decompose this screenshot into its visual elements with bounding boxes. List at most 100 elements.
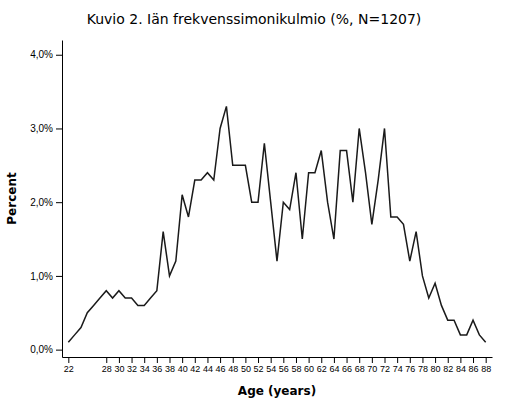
x-tick: 56 (279, 357, 289, 374)
x-tick-mark (460, 357, 461, 363)
x-tick: 44 (203, 357, 213, 374)
x-tick-mark (473, 357, 474, 363)
x-tick-mark (195, 357, 196, 363)
x-tick-label: 70 (367, 364, 377, 374)
x-axis-title: Age (years) (238, 384, 316, 398)
x-tick: 48 (228, 357, 238, 374)
marks (68, 106, 485, 342)
x-tick-mark (309, 357, 310, 363)
x-tick-label: 34 (140, 364, 150, 374)
x-tick-label: 84 (456, 364, 466, 374)
x-axis-line (63, 357, 493, 358)
y-tick-mark (56, 55, 62, 56)
x-tick-label: 64 (329, 364, 339, 374)
x-tick-label: 48 (228, 364, 238, 374)
x-tick: 88 (481, 357, 491, 374)
y-tick-label: 3,0% (30, 123, 53, 134)
x-tick: 46 (216, 357, 226, 374)
x-tick-label: 40 (178, 364, 188, 374)
y-tick: 2,0% (30, 197, 62, 208)
x-tick-mark (435, 357, 436, 363)
x-tick-mark (296, 357, 297, 363)
x-tick: 86 (469, 357, 479, 374)
x-tick: 62 (317, 357, 327, 374)
x-tick: 80 (431, 357, 441, 374)
y-tick-mark (56, 276, 62, 277)
x-tick-label: 72 (380, 364, 390, 374)
x-tick-label: 68 (355, 364, 365, 374)
x-tick-label: 82 (443, 364, 453, 374)
x-tick: 58 (291, 357, 301, 374)
x-tick: 72 (380, 357, 390, 374)
x-tick-label: 28 (102, 364, 112, 374)
title: Kuvio 2. Iän frekvenssimonikulmio (%, N=… (87, 11, 422, 27)
x-tick-mark (144, 357, 145, 363)
x-tick: 68 (355, 357, 365, 374)
x-tick-mark (397, 357, 398, 363)
y-tick-mark (56, 128, 62, 129)
x-tick-label: 88 (481, 364, 491, 374)
x-tick: 64 (329, 357, 339, 374)
x-tick-label: 74 (393, 364, 403, 374)
x-tick-label: 58 (291, 364, 301, 374)
x-tick-label: 50 (241, 364, 251, 374)
x-tick-mark (372, 357, 373, 363)
x-tick-mark (68, 357, 69, 363)
x-tick-label: 30 (114, 364, 124, 374)
x-tick-mark (385, 357, 386, 363)
x-tick: 42 (190, 357, 200, 374)
x-tick-mark (486, 357, 487, 363)
x-tick-label: 22 (64, 364, 74, 374)
x-tick: 36 (152, 357, 162, 374)
y-tick: 3,0% (30, 123, 62, 134)
x-tick: 70 (367, 357, 377, 374)
y-tick-mark (56, 202, 62, 203)
x-tick-mark (448, 357, 449, 363)
x-tick: 74 (393, 357, 403, 374)
x-tick: 32 (127, 357, 137, 374)
x-tick-label: 36 (152, 364, 162, 374)
x-tick: 60 (304, 357, 314, 374)
x-tick-label: 78 (418, 364, 428, 374)
x-tick: 50 (241, 357, 251, 374)
x-tick-mark (132, 357, 133, 363)
x-axis: 2228303234363840424446485052545658606264… (63, 357, 493, 374)
x-tick: 66 (342, 357, 352, 374)
x-tick-mark (233, 357, 234, 363)
x-tick-mark (245, 357, 246, 363)
x-tick-mark (220, 357, 221, 363)
y-tick-label: 2,0% (30, 197, 53, 208)
x-tick-label: 32 (127, 364, 137, 374)
x-tick: 40 (178, 357, 188, 374)
x-tick: 28 (102, 357, 112, 374)
x-tick-mark (258, 357, 259, 363)
x-tick: 78 (418, 357, 428, 374)
x-tick: 54 (266, 357, 276, 374)
x-tick-mark (410, 357, 411, 363)
y-tick: 0,0% (30, 344, 62, 355)
x-tick-label: 80 (431, 364, 441, 374)
x-tick-label: 60 (304, 364, 314, 374)
x-tick-mark (334, 357, 335, 363)
y-axis: 0,0% 1,0% 2,0% 3,0% 4,0% (30, 41, 62, 358)
x-tick-mark (422, 357, 423, 363)
y-tick-mark (56, 350, 62, 351)
x-tick-mark (207, 357, 208, 363)
x-tick-label: 56 (279, 364, 289, 374)
x-tick-label: 76 (405, 364, 415, 374)
y-tick: 1,0% (30, 271, 62, 282)
x-tick-label: 44 (203, 364, 213, 374)
x-tick-label: 54 (266, 364, 276, 374)
y-axis-title: Percent (5, 172, 19, 225)
x-tick: 38 (165, 357, 175, 374)
x-tick-mark (170, 357, 171, 363)
x-tick-mark (106, 357, 107, 363)
x-tick-mark (321, 357, 322, 363)
x-tick: 34 (140, 357, 150, 374)
x-tick-mark (283, 357, 284, 363)
y-axis-line (62, 41, 63, 358)
x-tick-label: 66 (342, 364, 352, 374)
plot: 2228303234363840424446485052545658606264… (30, 41, 492, 375)
x-tick-label: 38 (165, 364, 175, 374)
y-tick-label: 4,0% (30, 49, 53, 60)
